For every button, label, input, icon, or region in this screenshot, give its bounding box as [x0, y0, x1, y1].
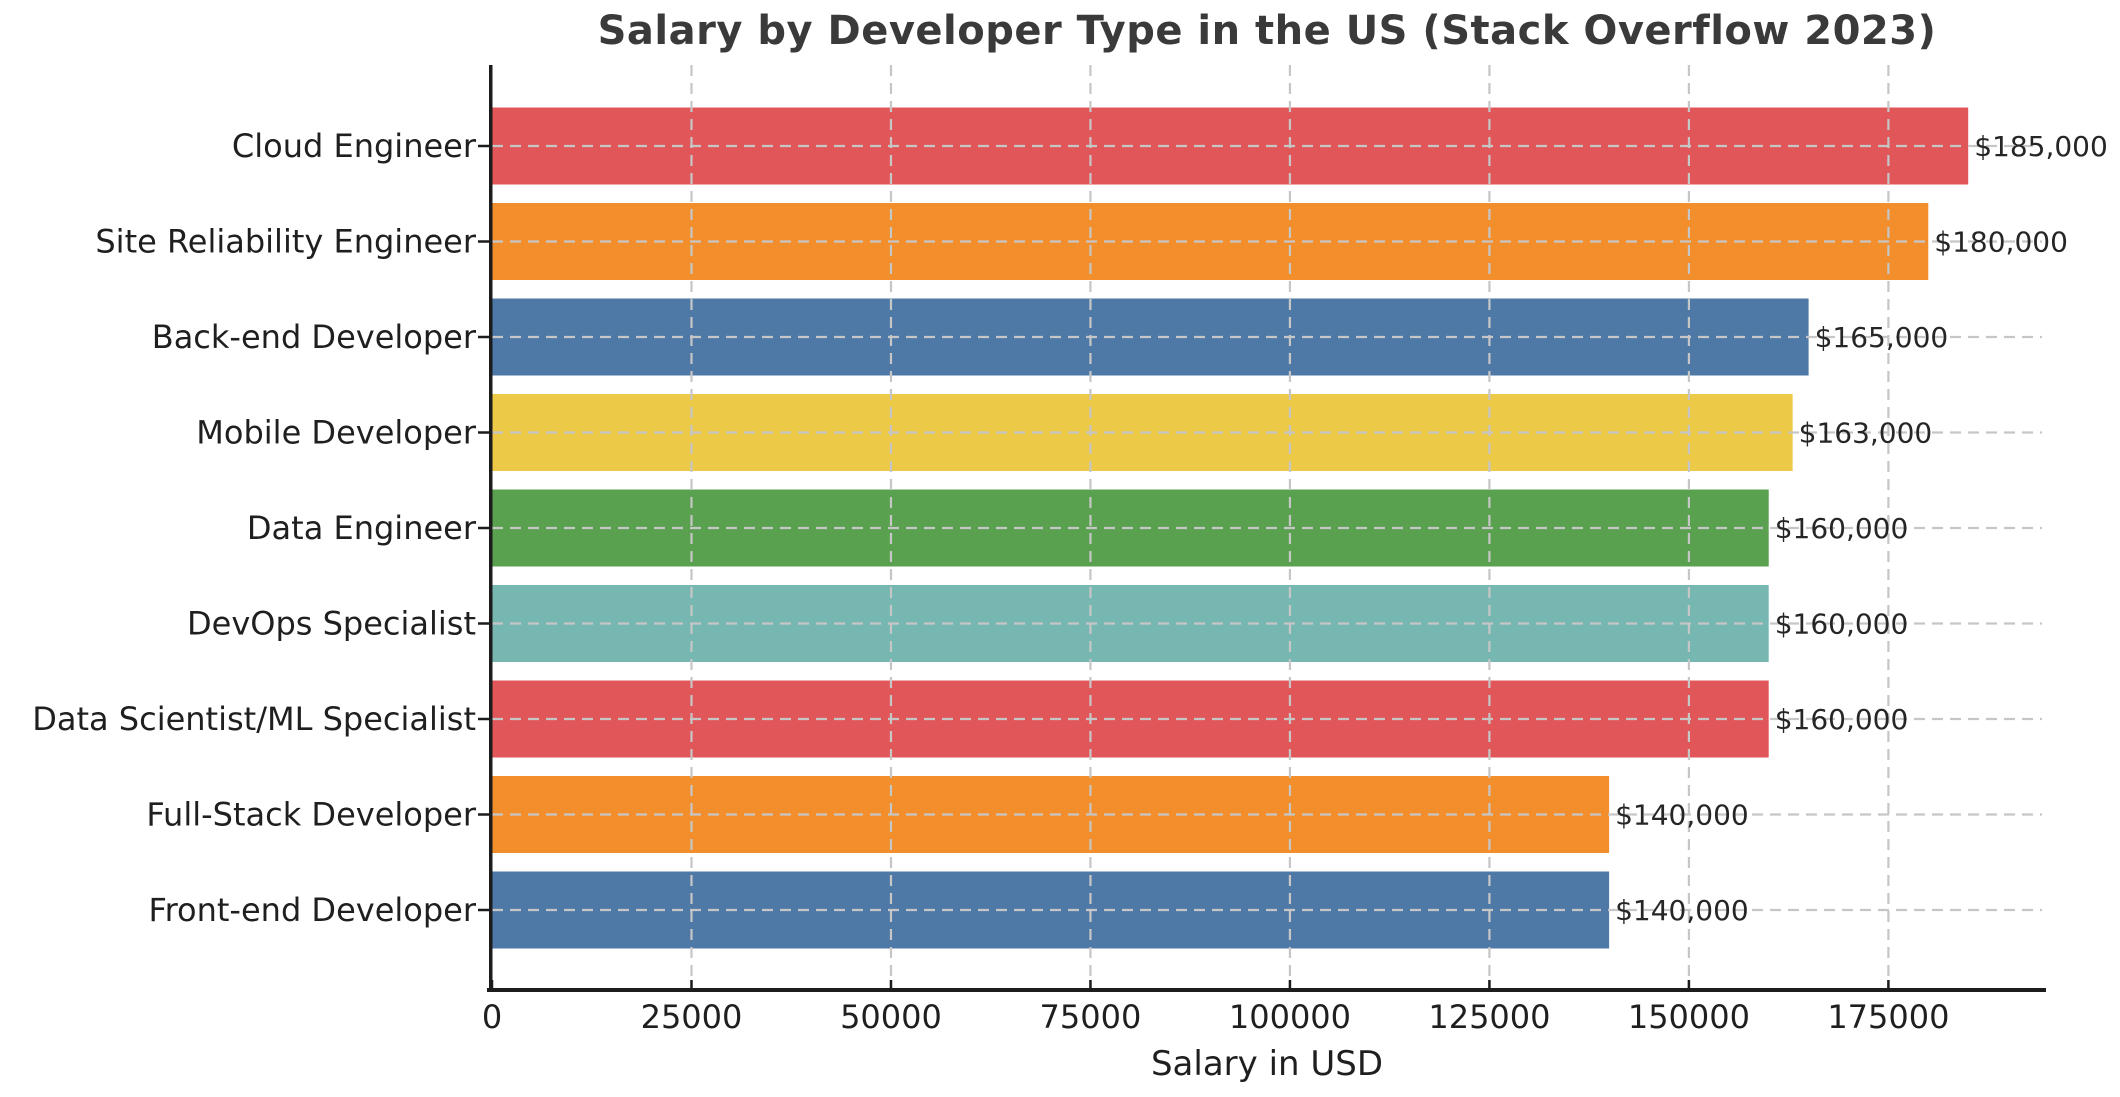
- x-axis-title: Salary in USD: [1150, 1044, 1384, 1084]
- value-label-devops-specialist: $160,000: [1775, 607, 1909, 640]
- x-axis-spine: [487, 988, 2046, 992]
- value-label-cloud-engineer: $185,000: [1974, 130, 2108, 163]
- x-tick-label-150000: 150000: [1628, 998, 1750, 1036]
- y-tick-label-data-scientist-ml-specialist: Data Scientist/ML Specialist: [32, 700, 476, 738]
- x-tick-label-175000: 175000: [1827, 998, 1949, 1036]
- bar-site-reliability-engineer: [492, 203, 1929, 280]
- x-tick-label-25000: 25000: [641, 998, 743, 1036]
- x-tick-label-0: 0: [482, 998, 502, 1036]
- value-label-site-reliability-engineer: $180,000: [1934, 225, 2068, 258]
- x-tick-label-125000: 125000: [1428, 998, 1550, 1036]
- y-tick-label-front-end-developer: Front-end Developer: [148, 891, 476, 929]
- value-label-data-engineer: $160,000: [1775, 512, 1909, 545]
- y-tick-label-data-engineer: Data Engineer: [247, 509, 477, 547]
- value-label-mobile-developer: $163,000: [1799, 416, 1933, 449]
- x-tick-label-75000: 75000: [1040, 998, 1142, 1036]
- value-label-front-end-developer: $140,000: [1615, 894, 1749, 927]
- y-tick-label-cloud-engineer: Cloud Engineer: [232, 127, 477, 165]
- y-tick-label-devops-specialist: DevOps Specialist: [187, 605, 476, 643]
- value-label-data-scientist-ml-specialist: $160,000: [1775, 703, 1909, 736]
- y-axis-spine: [489, 65, 493, 992]
- y-tick-label-back-end-developer: Back-end Developer: [152, 318, 477, 356]
- y-tick-label-site-reliability-engineer: Site Reliability Engineer: [95, 223, 476, 261]
- value-label-back-end-developer: $165,000: [1815, 321, 1949, 354]
- x-tick-label-100000: 100000: [1229, 998, 1351, 1036]
- x-tick-label-50000: 50000: [840, 998, 942, 1036]
- value-label-full-stack-developer: $140,000: [1615, 798, 1749, 831]
- y-tick-label-full-stack-developer: Full-Stack Developer: [146, 796, 476, 834]
- y-tick-label-mobile-developer: Mobile Developer: [196, 414, 477, 452]
- chart-title: Salary by Developer Type in the US (Stac…: [597, 8, 1937, 54]
